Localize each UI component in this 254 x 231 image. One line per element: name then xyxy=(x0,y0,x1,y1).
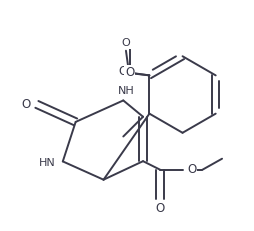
Text: NH: NH xyxy=(117,86,134,96)
Text: O: O xyxy=(187,163,196,176)
Text: HN: HN xyxy=(38,158,55,168)
Text: O: O xyxy=(119,65,128,78)
Text: O: O xyxy=(122,38,130,48)
Text: O: O xyxy=(125,66,134,79)
Text: O: O xyxy=(21,98,30,111)
Text: O: O xyxy=(156,202,165,215)
